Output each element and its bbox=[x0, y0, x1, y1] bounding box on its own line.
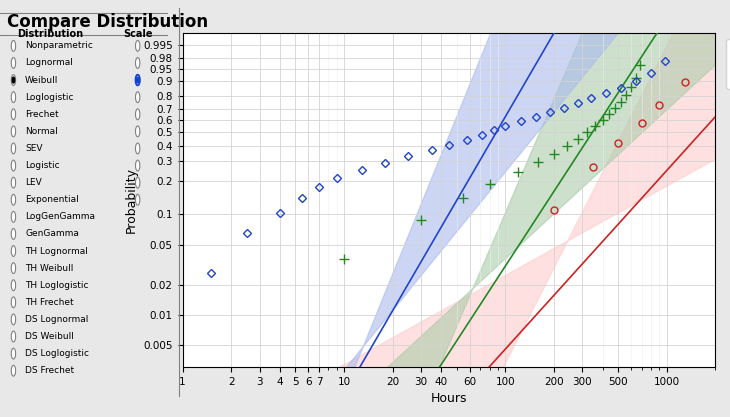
Text: TH Frechet: TH Frechet bbox=[25, 298, 74, 307]
Legend: Temperature=85, Temperature=105, Temperature=125: Temperature=85, Temperature=105, Tempera… bbox=[726, 39, 730, 89]
Text: DS Loglogistic: DS Loglogistic bbox=[25, 349, 89, 358]
Circle shape bbox=[11, 160, 15, 171]
Circle shape bbox=[137, 77, 139, 83]
Circle shape bbox=[11, 58, 15, 68]
Circle shape bbox=[11, 92, 15, 103]
Circle shape bbox=[11, 229, 15, 239]
Text: Compare Distribution: Compare Distribution bbox=[7, 13, 209, 30]
Circle shape bbox=[11, 109, 15, 120]
Text: Frechet: Frechet bbox=[25, 110, 59, 119]
Circle shape bbox=[11, 75, 15, 85]
Circle shape bbox=[11, 177, 15, 188]
Circle shape bbox=[12, 77, 15, 83]
Circle shape bbox=[11, 40, 15, 51]
Circle shape bbox=[136, 109, 140, 120]
Circle shape bbox=[136, 75, 140, 85]
Circle shape bbox=[11, 194, 15, 205]
Text: TH Lognormal: TH Lognormal bbox=[25, 246, 88, 256]
Text: SEV: SEV bbox=[25, 144, 42, 153]
Text: Lognormal: Lognormal bbox=[25, 58, 73, 68]
Text: DS Weibull: DS Weibull bbox=[25, 332, 74, 341]
X-axis label: Hours: Hours bbox=[431, 392, 467, 405]
Text: LEV: LEV bbox=[25, 178, 42, 187]
Circle shape bbox=[11, 331, 15, 342]
Circle shape bbox=[11, 263, 15, 274]
Text: Logistic: Logistic bbox=[25, 161, 60, 170]
Text: Exponential: Exponential bbox=[25, 195, 79, 204]
Circle shape bbox=[136, 177, 140, 188]
Circle shape bbox=[11, 365, 15, 376]
Circle shape bbox=[136, 126, 140, 137]
Text: Loglogistic: Loglogistic bbox=[25, 93, 74, 102]
Circle shape bbox=[11, 297, 15, 308]
Circle shape bbox=[136, 92, 140, 103]
Text: TH Weibull: TH Weibull bbox=[25, 264, 74, 273]
Text: Distribution: Distribution bbox=[18, 29, 83, 39]
Circle shape bbox=[11, 280, 15, 291]
Text: TH Loglogistic: TH Loglogistic bbox=[25, 281, 88, 290]
Text: LogGenGamma: LogGenGamma bbox=[25, 212, 95, 221]
Circle shape bbox=[11, 348, 15, 359]
Text: Normal: Normal bbox=[25, 127, 58, 136]
Text: DS Frechet: DS Frechet bbox=[25, 366, 74, 375]
Text: Nonparametric: Nonparametric bbox=[25, 41, 93, 50]
Circle shape bbox=[11, 211, 15, 222]
Circle shape bbox=[11, 314, 15, 325]
Circle shape bbox=[136, 40, 140, 51]
Y-axis label: Probability: Probability bbox=[125, 167, 137, 233]
Circle shape bbox=[11, 143, 15, 154]
Text: DS Lognormal: DS Lognormal bbox=[25, 315, 88, 324]
Circle shape bbox=[11, 246, 15, 256]
Text: GenGamma: GenGamma bbox=[25, 229, 79, 239]
Circle shape bbox=[136, 143, 140, 154]
Circle shape bbox=[11, 126, 15, 137]
Circle shape bbox=[136, 160, 140, 171]
Text: Weibull: Weibull bbox=[25, 75, 58, 85]
Circle shape bbox=[136, 194, 140, 205]
Text: Scale: Scale bbox=[123, 29, 153, 39]
Circle shape bbox=[136, 58, 140, 68]
